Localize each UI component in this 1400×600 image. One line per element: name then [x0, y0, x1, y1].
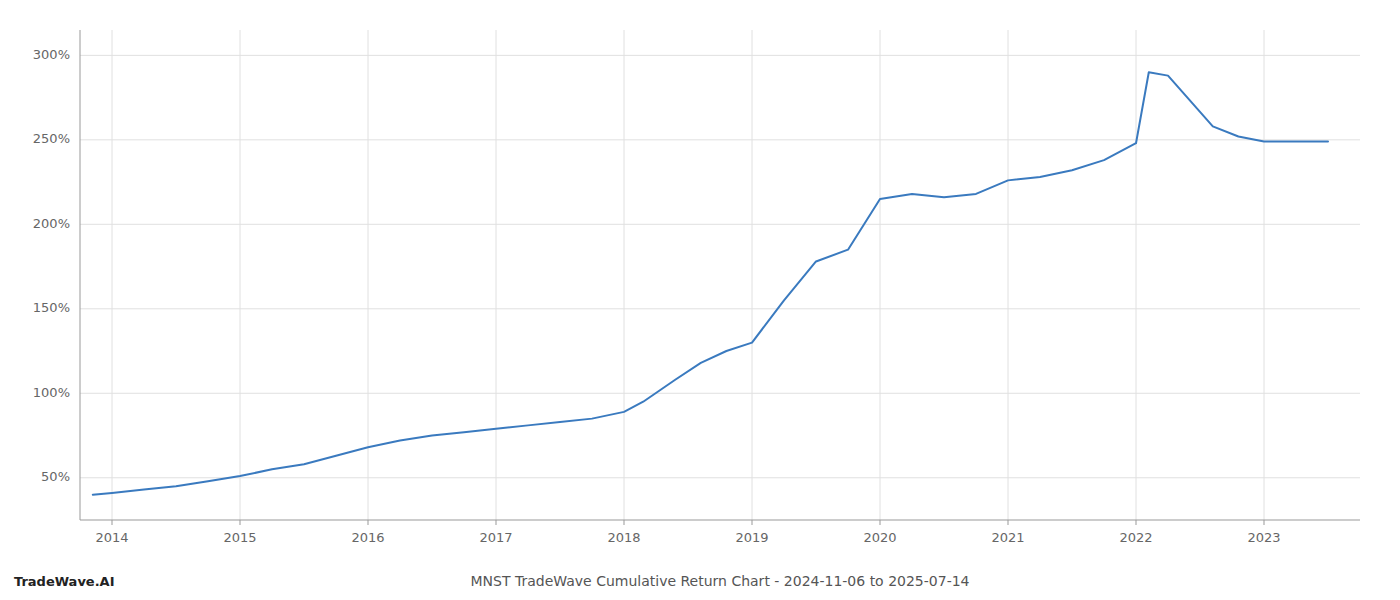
- y-axis-line: [80, 30, 81, 520]
- y-grid-line: [80, 308, 1360, 309]
- x-tick: [624, 520, 625, 525]
- x-tick-label: 2014: [95, 530, 128, 545]
- x-axis-line: [80, 520, 1360, 521]
- y-tick-label: 200%: [33, 216, 70, 231]
- axes: 50% 100% 150% 200% 250% 300% 2014 2015 2016 2017 2…: [33, 30, 1360, 545]
- y-tick-label: 300%: [33, 47, 70, 62]
- x-tick: [1264, 520, 1265, 525]
- x-tick-label: 2022: [1119, 530, 1152, 545]
- x-tick: [880, 520, 881, 525]
- x-grid-line: [1008, 30, 1009, 520]
- y-tick-label: 50%: [41, 469, 70, 484]
- y-grid-line: [80, 477, 1360, 478]
- x-tick: [240, 520, 241, 525]
- y-grid-line: [80, 224, 1360, 225]
- x-tick: [368, 520, 369, 525]
- x-tick: [1136, 520, 1137, 525]
- title: MNST TradeWave Cumulative Return Chart -…: [470, 573, 969, 589]
- x-tick-label: 2019: [735, 530, 768, 545]
- background: [0, 0, 1400, 600]
- x-tick: [752, 520, 753, 525]
- x-grid-line: [112, 30, 113, 520]
- x-grid-line: [752, 30, 753, 520]
- x-tick-label: 2018: [607, 530, 640, 545]
- y-grid-line: [80, 55, 1360, 56]
- plot-area: [93, 72, 1328, 494]
- watermark: TradeWave.AI: [14, 574, 115, 589]
- x-tick-label: 2015: [223, 530, 256, 545]
- y-grid-line: [80, 393, 1360, 394]
- x-tick: [112, 520, 113, 525]
- x-grid-line: [880, 30, 881, 520]
- x-grid-line: [496, 30, 497, 520]
- y-tick-label: 100%: [33, 385, 70, 400]
- x-tick: [496, 520, 497, 525]
- data-line: [93, 72, 1328, 494]
- x-grid-line: [1136, 30, 1137, 520]
- chart: 50% 100% 150% 200% 250% 300% 2014 2015 2016 2017 2…: [0, 0, 1400, 600]
- y-grid-line: [80, 139, 1360, 140]
- x-grid-line: [240, 30, 241, 520]
- y-tick-label: 250%: [33, 131, 70, 146]
- x-tick-label: 2016: [351, 530, 384, 545]
- x-tick-label: 2023: [1247, 530, 1280, 545]
- x-grid-line: [624, 30, 625, 520]
- x-tick: [1008, 520, 1009, 525]
- x-grid-line: [1264, 30, 1265, 520]
- x-tick-label: 2021: [991, 530, 1024, 545]
- grid: [80, 30, 1360, 520]
- x-tick-label: 2017: [479, 530, 512, 545]
- y-tick-label: 150%: [33, 300, 70, 315]
- x-tick-label: 2020: [863, 530, 896, 545]
